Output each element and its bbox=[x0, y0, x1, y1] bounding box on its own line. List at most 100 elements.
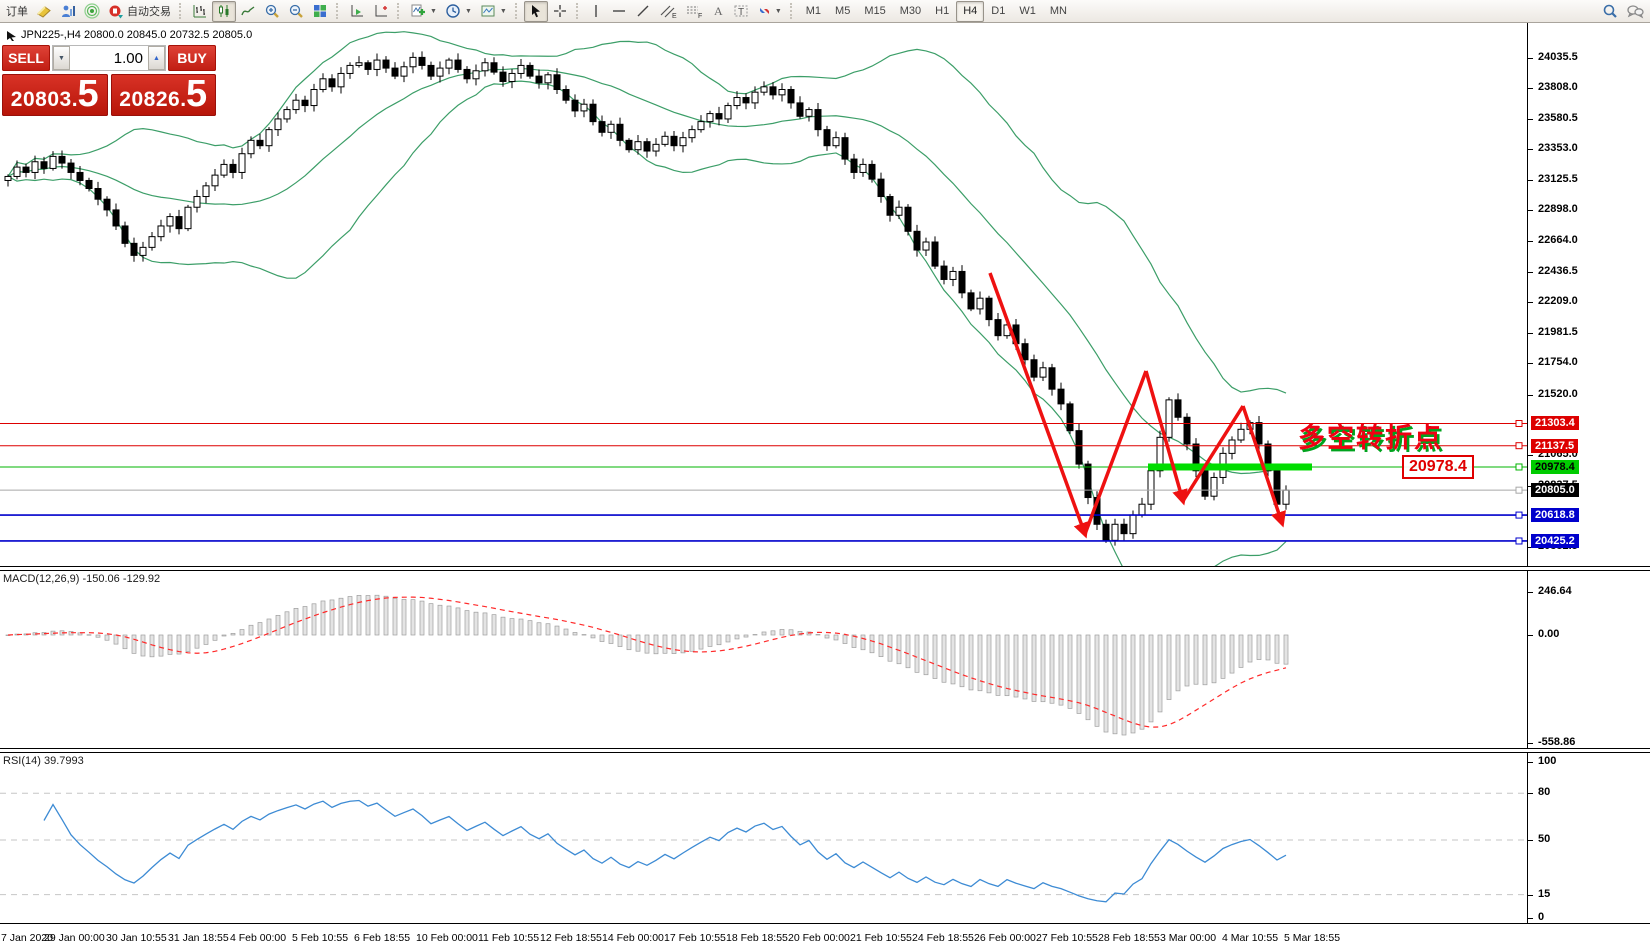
price-line-handle[interactable] bbox=[1515, 511, 1523, 519]
bar-chart-button[interactable] bbox=[188, 1, 212, 22]
axis-tick-mark bbox=[1528, 210, 1533, 212]
axis-tick-mark bbox=[1528, 485, 1533, 487]
rsi-scale-label: 15 bbox=[1538, 888, 1551, 900]
fibonacci-button[interactable]: F bbox=[681, 1, 707, 22]
timeframe-button-d1[interactable]: D1 bbox=[991, 4, 1006, 17]
chat-icon bbox=[1627, 5, 1644, 19]
trendline-button[interactable] bbox=[631, 1, 655, 22]
support-bar[interactable] bbox=[1148, 463, 1312, 471]
clock-icon bbox=[446, 4, 460, 18]
timeframe-button-m30[interactable]: M30 bbox=[899, 4, 922, 17]
timeframe-button-m5[interactable]: M5 bbox=[835, 4, 851, 17]
pane-separator[interactable] bbox=[0, 566, 1650, 571]
timeframe-button-w1[interactable]: W1 bbox=[1019, 4, 1036, 17]
trend-arrow-segment[interactable] bbox=[1181, 405, 1245, 502]
signals-button[interactable] bbox=[80, 1, 104, 22]
time-axis-label: 4 Mar 10:55 bbox=[1222, 932, 1279, 944]
auto-scroll-button[interactable] bbox=[345, 1, 369, 22]
timeframe-button-h4[interactable]: H4 bbox=[956, 0, 985, 22]
text-label-button[interactable]: T bbox=[729, 1, 753, 22]
price-tick-label: 22898.0 bbox=[1538, 203, 1578, 216]
timeframe-button-m1[interactable]: M1 bbox=[805, 4, 822, 17]
cursor-button[interactable] bbox=[523, 0, 548, 22]
templates-button[interactable]: ▼ bbox=[476, 1, 511, 22]
time-axis-label: 14 Feb 00:00 bbox=[602, 932, 664, 944]
auto-scroll-icon bbox=[351, 5, 363, 17]
signals-radar-icon bbox=[84, 3, 100, 19]
autotrade-button[interactable]: 自动交易 bbox=[104, 1, 175, 22]
dropdown-arrow-icon: ▼ bbox=[774, 7, 782, 15]
time-axis-label: 3 Mar 00:00 bbox=[1160, 932, 1217, 944]
sell-button[interactable]: SELL bbox=[2, 45, 50, 71]
search-button[interactable] bbox=[1598, 1, 1622, 22]
periods-button[interactable]: ▼ bbox=[441, 1, 476, 22]
timeframe-button-m15[interactable]: M15 bbox=[864, 4, 886, 17]
vertical-line-button[interactable] bbox=[585, 1, 607, 22]
trend-arrow-segment[interactable] bbox=[988, 272, 1089, 539]
price-line-handle[interactable] bbox=[1515, 537, 1523, 545]
price-line-axis-label: 21303.4 bbox=[1531, 416, 1579, 431]
arrows-button[interactable]: ▼ bbox=[753, 1, 786, 22]
volume-value[interactable]: 1.00 bbox=[113, 49, 143, 67]
axis-tick-mark bbox=[1528, 455, 1533, 457]
volume-decrease-button[interactable]: ▼ bbox=[53, 46, 70, 70]
fibonacci-icon: F bbox=[686, 6, 702, 19]
toolbar-grip bbox=[575, 3, 581, 19]
price-line-axis-label: 20425.2 bbox=[1531, 533, 1579, 548]
macd-histogram bbox=[5, 594, 1289, 736]
line-chart-button[interactable] bbox=[236, 1, 260, 22]
crosshair-icon bbox=[553, 5, 566, 17]
dropdown-arrow-icon: ▼ bbox=[499, 7, 507, 15]
axis-tick-mark bbox=[1528, 58, 1533, 59]
price-line-handle[interactable] bbox=[1515, 442, 1523, 450]
arrows-icon bbox=[759, 8, 769, 14]
time-axis-label: 5 Feb 10:55 bbox=[292, 932, 349, 944]
indicators-button[interactable]: ▼ bbox=[406, 1, 441, 22]
timeframe-button-h1[interactable]: H1 bbox=[935, 4, 950, 17]
pane-separator[interactable] bbox=[0, 748, 1650, 753]
support-price-label[interactable]: 20978.4 bbox=[1402, 455, 1474, 479]
turning-point-annotation[interactable]: 多空转折点 bbox=[1298, 423, 1443, 453]
price-line-axis-label: 20978.4 bbox=[1531, 459, 1579, 474]
tile-windows-button[interactable] bbox=[308, 1, 332, 22]
cursor-icon bbox=[531, 5, 540, 18]
axis-tick-mark bbox=[1528, 592, 1533, 593]
crosshair-button[interactable] bbox=[548, 1, 572, 22]
new-order-button[interactable]: 订单 bbox=[2, 1, 32, 22]
zoom-in-button[interactable] bbox=[260, 1, 284, 22]
main-toolbar: 订单 自动交易 ▼ ▼ bbox=[0, 0, 1650, 23]
price-line-handle[interactable] bbox=[1515, 486, 1523, 494]
price-line-handle[interactable] bbox=[1515, 463, 1523, 471]
price-line-handle[interactable] bbox=[1515, 419, 1523, 427]
buy-button[interactable]: BUY bbox=[168, 45, 216, 71]
candlestick-chart-button[interactable] bbox=[212, 0, 236, 22]
buy-price-int: 20826 bbox=[119, 88, 181, 111]
axis-tick-mark bbox=[1528, 118, 1533, 120]
time-axis-label: 6 Feb 18:55 bbox=[354, 932, 411, 944]
volume-increase-button[interactable]: ▲ bbox=[148, 46, 165, 70]
chart-title-text: JPN225-,H4 20800.0 20845.0 20732.5 20805… bbox=[21, 29, 253, 41]
trend-arrow-segment[interactable] bbox=[1083, 370, 1148, 535]
market-watch-button[interactable] bbox=[56, 1, 80, 22]
candlestick-chart-icon bbox=[219, 5, 229, 17]
buy-price-box[interactable]: 20826. 5 bbox=[110, 74, 216, 116]
sell-price-box[interactable]: 20803. 5 bbox=[2, 74, 108, 116]
chat-button[interactable] bbox=[1622, 1, 1648, 22]
chart-shift-button[interactable] bbox=[369, 1, 393, 22]
time-axis-label: 11 Feb 10:55 bbox=[478, 932, 540, 944]
zoom-out-button[interactable] bbox=[284, 1, 308, 22]
time-axis[interactable]: 7 Jan 2020 29 Jan 00:00 30 Jan 10:55 31 Jan… bbox=[0, 923, 1650, 949]
equidistant-channel-button[interactable]: E bbox=[655, 1, 681, 22]
horizontal-line-button[interactable] bbox=[607, 1, 631, 22]
timeframe-button-mn[interactable]: MN bbox=[1049, 4, 1067, 17]
trend-arrow-segment[interactable] bbox=[1241, 405, 1286, 528]
price-axis[interactable]: 24035.5 23808.0 23580.5 23353.0 23125.5 22898… bbox=[1527, 23, 1650, 923]
trend-arrow-segment[interactable] bbox=[1144, 370, 1188, 506]
one-click-trading-panel: SELL ▼ 1.00 ▲ BUY 20803. 5 20826. 5 bbox=[2, 45, 216, 116]
add-indicator-icon bbox=[411, 4, 425, 17]
bar-chart-icon bbox=[193, 5, 206, 18]
time-axis-border bbox=[0, 923, 1650, 924]
history-button[interactable] bbox=[32, 1, 56, 22]
text-button[interactable]: A bbox=[707, 1, 729, 22]
price-tick-label: 22436.5 bbox=[1538, 264, 1578, 277]
